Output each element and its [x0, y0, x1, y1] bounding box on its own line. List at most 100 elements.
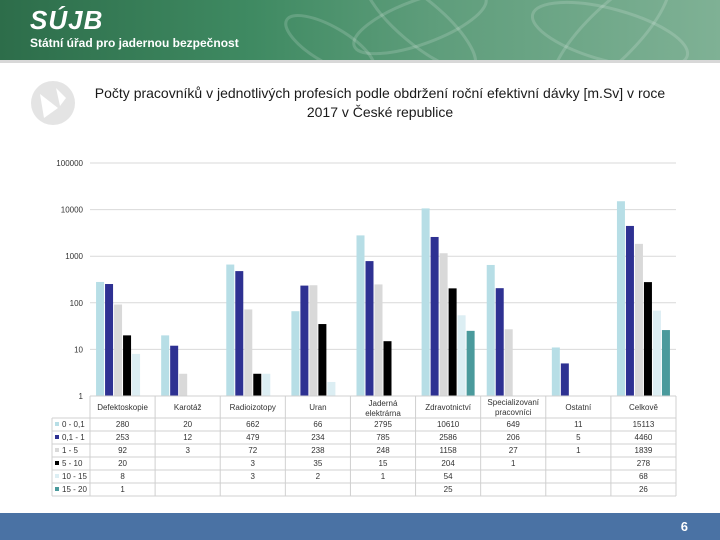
- bar: [244, 309, 253, 396]
- data-label: 54: [444, 472, 453, 481]
- bar: [105, 284, 114, 396]
- bar: [486, 264, 495, 396]
- data-label: 1: [576, 446, 581, 455]
- legend-swatch: [55, 422, 59, 426]
- footer-bar: 6: [0, 513, 720, 540]
- legend-label: 1 - 5: [62, 446, 79, 455]
- x-tick-label: Celkově: [629, 403, 658, 412]
- bar: [383, 341, 392, 396]
- bar: [114, 304, 123, 396]
- data-label: 4460: [635, 433, 653, 442]
- bar: [327, 381, 336, 396]
- data-label: 35: [313, 459, 322, 468]
- data-label: 206: [507, 433, 521, 442]
- x-tick-label: Defektoskopie: [97, 403, 148, 412]
- bar: [652, 310, 661, 396]
- data-label: 66: [313, 420, 322, 429]
- bar: [374, 284, 383, 396]
- data-label: 1: [381, 472, 386, 481]
- bar: [356, 235, 365, 396]
- data-label: 3: [185, 446, 190, 455]
- bar: [634, 243, 643, 396]
- bar: [495, 288, 504, 396]
- bar: [560, 363, 569, 396]
- bar: [430, 236, 439, 396]
- bar: [643, 282, 652, 396]
- header-divider: [0, 60, 720, 63]
- bar: [448, 288, 457, 396]
- y-tick-label: 10000: [61, 206, 84, 215]
- bar: [291, 311, 300, 396]
- data-label: 20: [118, 459, 127, 468]
- bar: [235, 271, 244, 396]
- bar: [661, 330, 670, 396]
- legend-swatch: [55, 487, 59, 491]
- bar: [504, 329, 513, 396]
- data-label: 662: [246, 420, 260, 429]
- data-label: 5: [576, 433, 581, 442]
- x-tick-label: Radioizotopy: [230, 403, 276, 412]
- data-label: 8: [120, 472, 125, 481]
- data-label: 238: [311, 446, 325, 455]
- x-tick-label: Jaderná elektrárna: [365, 399, 401, 418]
- data-label: 3: [251, 459, 256, 468]
- bar: [262, 373, 271, 396]
- y-tick-label: 1: [79, 392, 84, 401]
- data-label: 280: [116, 420, 130, 429]
- data-label: 278: [637, 459, 651, 468]
- bar: [365, 261, 374, 396]
- chart-title: Počty pracovníků v jednotlivých profesíc…: [94, 85, 666, 120]
- logo: SÚJB: [30, 5, 104, 35]
- legend-label: 0,1 - 1: [62, 433, 85, 442]
- legend-swatch: [55, 461, 59, 465]
- data-label: 2795: [374, 420, 392, 429]
- data-label: 1: [511, 459, 516, 468]
- data-label: 11: [574, 420, 583, 429]
- legend-label: 10 - 15: [62, 472, 87, 481]
- legend-label: 0 - 0,1: [62, 420, 85, 429]
- data-label: 2: [316, 472, 321, 481]
- x-tick-label: Karotáž: [174, 403, 202, 412]
- bar: [123, 335, 132, 396]
- data-label: 3: [251, 472, 256, 481]
- organization-name: Státní úřad pro jadernou bezpečnost: [30, 36, 239, 50]
- data-label: 248: [376, 446, 390, 455]
- header-banner: SÚJB Státní úřad pro jadernou bezpečnost: [0, 0, 720, 60]
- bar: [421, 208, 430, 396]
- bar: [625, 225, 634, 396]
- data-label: 92: [118, 446, 127, 455]
- x-tick-label: Uran: [309, 403, 326, 412]
- x-tick-label: Specializovaní pracovníci: [487, 398, 539, 417]
- data-label: 649: [507, 420, 521, 429]
- bar: [179, 373, 188, 396]
- decorative-atom-pattern: [284, 0, 690, 60]
- bar: [226, 264, 235, 396]
- y-tick-label: 100000: [56, 159, 83, 168]
- legend-label: 5 - 10: [62, 459, 83, 468]
- data-label: 253: [116, 433, 130, 442]
- bar: [253, 373, 262, 396]
- data-label: 27: [509, 446, 518, 455]
- data-label: 785: [376, 433, 390, 442]
- data-label: 68: [639, 472, 648, 481]
- legend-label: 15 - 20: [62, 485, 87, 494]
- data-label: 2586: [439, 433, 457, 442]
- data-label: 1839: [635, 446, 653, 455]
- legend-swatch: [55, 474, 59, 478]
- legend-swatch: [55, 435, 59, 439]
- y-tick-label: 10: [74, 345, 83, 354]
- legend-swatch: [55, 448, 59, 452]
- bar: [161, 335, 170, 396]
- x-tick-label: Zdravotnictví: [425, 403, 472, 412]
- bar: [616, 201, 625, 396]
- bar: [132, 353, 141, 396]
- bar: [457, 315, 466, 396]
- bar: [551, 347, 560, 396]
- data-label: 15: [379, 459, 388, 468]
- y-tick-label: 1000: [65, 252, 83, 261]
- y-tick-label: 100: [70, 299, 84, 308]
- page-number: 6: [680, 519, 688, 534]
- data-label: 479: [246, 433, 260, 442]
- data-label: 1: [120, 485, 125, 494]
